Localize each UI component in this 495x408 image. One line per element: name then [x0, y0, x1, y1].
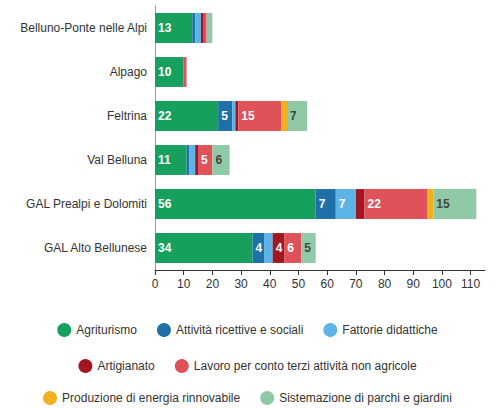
svg-text:7: 7	[290, 109, 297, 123]
svg-text:70: 70	[349, 277, 363, 291]
svg-text:6: 6	[215, 153, 222, 167]
svg-text:15: 15	[241, 109, 255, 123]
svg-text:20: 20	[206, 277, 220, 291]
svg-text:10: 10	[177, 277, 191, 291]
svg-text:4: 4	[256, 241, 263, 255]
svg-text:7: 7	[319, 197, 326, 211]
svg-text:Feltrina: Feltrina	[107, 109, 147, 123]
svg-text:4: 4	[276, 241, 283, 255]
svg-text:60: 60	[320, 277, 334, 291]
svg-text:Attività ricettive e sociali: Attività ricettive e sociali	[176, 323, 303, 337]
svg-text:7: 7	[339, 197, 346, 211]
svg-text:Produzione di energia rinnovab: Produzione di energia rinnovabile	[62, 391, 240, 405]
svg-text:15: 15	[436, 197, 450, 211]
svg-text:34: 34	[158, 241, 172, 255]
svg-text:22: 22	[158, 109, 172, 123]
svg-text:Val Belluna: Val Belluna	[87, 153, 147, 167]
svg-text:Fattorie didattiche: Fattorie didattiche	[342, 323, 438, 337]
svg-text:50: 50	[292, 277, 306, 291]
svg-text:Belluno-Ponte nelle Alpi: Belluno-Ponte nelle Alpi	[20, 21, 147, 35]
svg-text:Sistemazione di parchi e giard: Sistemazione di parchi e giardini	[279, 391, 452, 405]
svg-text:Agriturismo: Agriturismo	[76, 323, 137, 337]
svg-text:0: 0	[152, 277, 159, 291]
svg-text:5: 5	[201, 153, 208, 167]
svg-text:110: 110	[461, 277, 480, 291]
svg-text:10: 10	[158, 65, 172, 79]
svg-text:56: 56	[158, 197, 172, 211]
svg-text:5: 5	[221, 109, 228, 123]
svg-text:5: 5	[304, 241, 311, 255]
svg-text:Alpago: Alpago	[110, 65, 148, 79]
svg-text:6: 6	[287, 241, 294, 255]
svg-text:Lavoro per conto terzi attivit: Lavoro per conto terzi attività non agri…	[194, 359, 417, 373]
svg-text:100: 100	[432, 277, 452, 291]
svg-text:GAL Prealpi e Dolomiti: GAL Prealpi e Dolomiti	[26, 197, 147, 211]
svg-text:22: 22	[367, 197, 381, 211]
svg-text:Artigianato: Artigianato	[97, 359, 155, 373]
svg-text:13: 13	[158, 21, 172, 35]
svg-text:40: 40	[263, 277, 277, 291]
svg-text:90: 90	[407, 277, 421, 291]
svg-text:30: 30	[234, 277, 248, 291]
svg-text:11: 11	[158, 153, 171, 167]
svg-text:80: 80	[378, 277, 392, 291]
svg-text:GAL Alto Bellunese: GAL Alto Bellunese	[44, 241, 147, 255]
